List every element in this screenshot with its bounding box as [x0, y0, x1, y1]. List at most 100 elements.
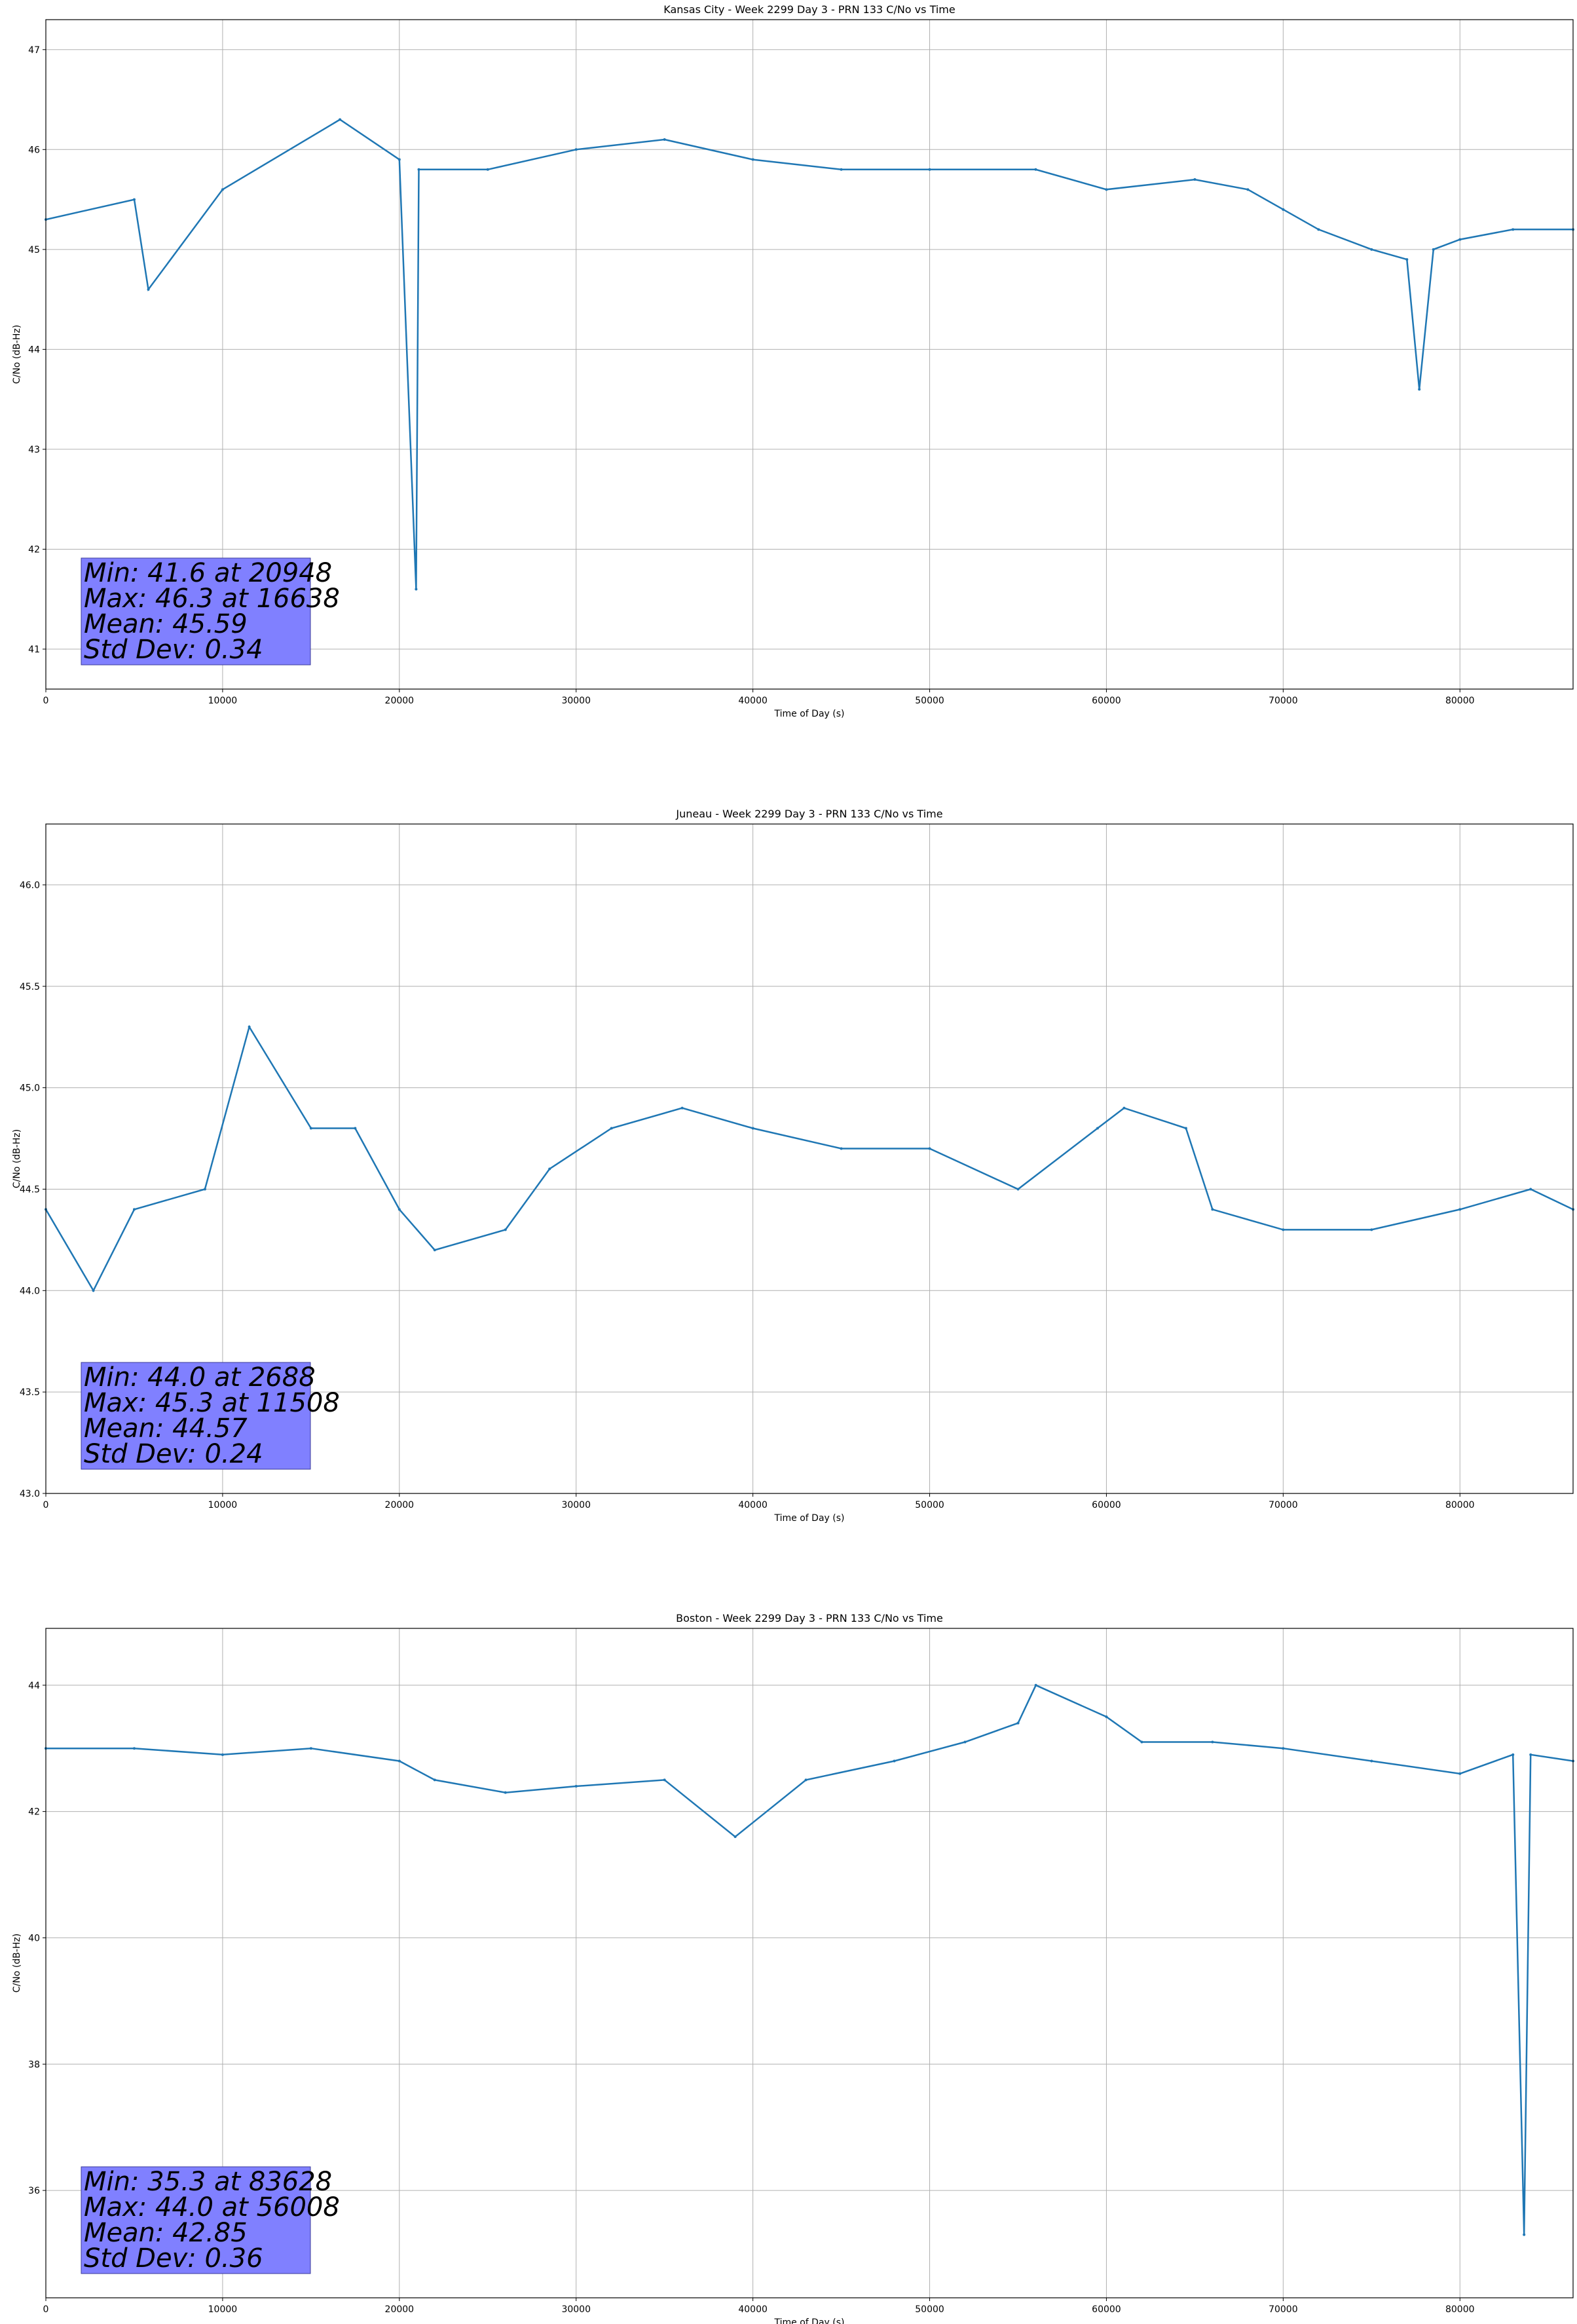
- data-point: [928, 1147, 931, 1150]
- chart-panel-3: 0 10000 20000 30000 40000 50000 60000 70000 8000…: [12, 1612, 1574, 2324]
- data-point: [1105, 1715, 1108, 1718]
- y-tick-label: 43.5: [20, 1387, 40, 1398]
- data-point: [132, 1208, 136, 1211]
- data-point: [1122, 1106, 1126, 1110]
- y-tick-label: 43: [28, 445, 40, 455]
- y-tick-label: 46.0: [20, 880, 40, 891]
- y-tick-label: 42: [28, 544, 40, 555]
- x-tick-label: 60000: [1092, 1500, 1121, 1510]
- stats-line: Std Dev: 0.24: [84, 1439, 263, 1469]
- data-point: [1370, 1228, 1373, 1231]
- x-tick-label: 10000: [208, 1500, 238, 1510]
- data-point: [1529, 1188, 1532, 1191]
- x-axis-label: Time of Day (s): [774, 709, 845, 719]
- x-axis-label: Time of Day (s): [774, 2317, 845, 2324]
- data-point: [398, 1759, 401, 1763]
- grid: [45, 20, 1573, 689]
- y-tick-label: 43.0: [20, 1489, 40, 1499]
- series-line: [46, 1024, 1573, 1292]
- data-point: [928, 168, 931, 171]
- stats-line: Min: 44.0 at 2688: [84, 1362, 316, 1393]
- x-tick-label: 10000: [208, 696, 238, 706]
- stats-box: [81, 2166, 311, 2274]
- data-point: [486, 168, 489, 171]
- data-point: [1282, 1747, 1285, 1750]
- stats-line: Min: 35.3 at 83628: [84, 2167, 332, 2197]
- data-point: [1016, 1188, 1020, 1191]
- data-point: [804, 1778, 807, 1782]
- x-tick-label: 30000: [561, 696, 591, 706]
- x-tick-label: 0: [43, 696, 49, 706]
- data-point: [1105, 188, 1108, 191]
- data-point: [663, 1778, 666, 1782]
- data-point: [1096, 1127, 1099, 1130]
- data-point: [92, 1289, 95, 1292]
- data-point: [680, 1106, 684, 1110]
- x-tick-label: 50000: [915, 2304, 944, 2315]
- x-tick-label: 80000: [1445, 2304, 1475, 2315]
- data-point: [132, 198, 136, 201]
- data-point: [339, 118, 342, 121]
- y-tick-label: 36: [28, 2186, 40, 2196]
- data-point: [132, 1747, 136, 1750]
- x-tick-label: 70000: [1269, 696, 1298, 706]
- y-tick-label: 44.0: [20, 1286, 40, 1296]
- y-axis-label: C/No (dB-Hz): [12, 325, 22, 384]
- data-point: [1512, 1753, 1515, 1756]
- y-tick-label: 44: [28, 345, 40, 355]
- data-point: [415, 588, 418, 591]
- chart-title: Boston - Week 2299 Day 3 - PRN 133 C/No …: [676, 1612, 943, 1624]
- data-point: [147, 288, 150, 291]
- data-point: [248, 1025, 251, 1028]
- data-point: [1370, 248, 1373, 251]
- data-point: [893, 1759, 896, 1763]
- data-point: [840, 168, 843, 171]
- x-tick-label: 80000: [1445, 1500, 1475, 1510]
- stats-box: [81, 1362, 311, 1470]
- y-tick-label: 44.5: [20, 1184, 40, 1195]
- y-axis-label: C/No (dB-Hz): [12, 1129, 22, 1188]
- x-tick-label: 10000: [208, 2304, 238, 2315]
- data-point: [398, 1208, 401, 1211]
- stats-line: Max: 45.3 at 11508: [84, 1388, 340, 1418]
- chart-panel-1: 0 10000 20000 30000 40000 50000 60000 70000 8000…: [12, 3, 1574, 719]
- y-tick-label: 38: [28, 2059, 40, 2070]
- data-point: [1282, 208, 1285, 211]
- axes-frame: [45, 1628, 1574, 2298]
- data-point: [1034, 1683, 1037, 1687]
- stats-box: [81, 557, 311, 665]
- y-tick-label: 44: [28, 1681, 40, 1691]
- data-point: [398, 158, 401, 161]
- data-point: [1211, 1740, 1214, 1744]
- y-axis-label: C/No (dB-Hz): [12, 1934, 22, 1993]
- data-point: [1529, 1753, 1532, 1756]
- x-tick-label: 40000: [738, 1500, 768, 1510]
- data-point: [504, 1228, 507, 1231]
- x-tick-label: 20000: [385, 1500, 415, 1510]
- x-tick-label: 20000: [385, 696, 415, 706]
- data-point: [1246, 188, 1250, 191]
- data-point: [1458, 238, 1462, 241]
- data-point: [963, 1740, 967, 1744]
- chart-title: Juneau - Week 2299 Day 3 - PRN 133 C/No …: [675, 808, 942, 820]
- y-tick-label: 42: [28, 1807, 40, 1818]
- x-tick-label: 70000: [1269, 1500, 1298, 1510]
- x-tick-label: 0: [43, 1500, 49, 1510]
- axes-frame: [45, 823, 1574, 1494]
- chart-panel-2: 0 10000 20000 30000 40000 50000 60000 70000 8000…: [12, 808, 1574, 1524]
- data-point: [751, 1127, 754, 1130]
- data-point: [751, 158, 754, 161]
- data-point: [417, 168, 420, 171]
- data-point: [548, 1167, 551, 1171]
- data-point: [610, 1127, 613, 1130]
- data-point: [1523, 2233, 1526, 2236]
- y-tick-label: 47: [28, 45, 40, 56]
- x-tick-label: 20000: [385, 2304, 415, 2315]
- stats-line: Max: 44.0 at 56008: [84, 2192, 340, 2222]
- data-point: [1184, 1127, 1187, 1130]
- data-point: [840, 1147, 843, 1150]
- data-point: [1370, 1759, 1373, 1763]
- x-tick-label: 40000: [738, 696, 768, 706]
- data-point: [1458, 1208, 1462, 1211]
